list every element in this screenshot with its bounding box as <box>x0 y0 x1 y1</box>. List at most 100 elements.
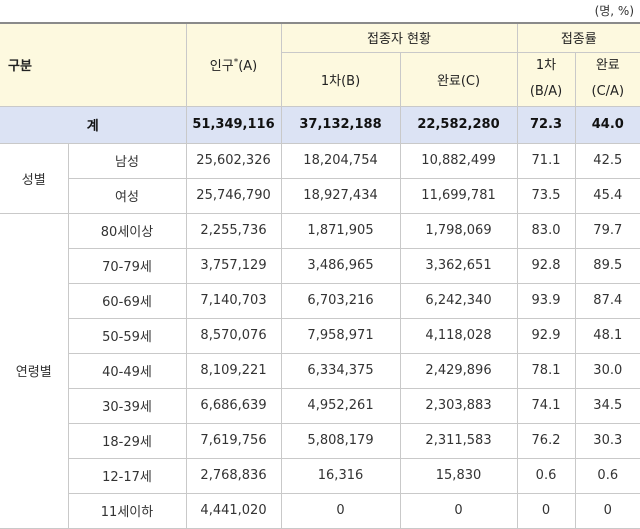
total-row: 계 51,349,116 37,132,188 22,582,280 72.3 44.0 <box>0 105 640 144</box>
group-label: 성별 <box>0 142 69 214</box>
cell-value: 2,303,883 <box>399 387 518 424</box>
cell-value: 7,619,756 <box>185 422 282 459</box>
cell-value: 3,757,129 <box>185 247 282 284</box>
header-first: 1차(B) <box>281 51 401 107</box>
cell-value: 18,204,754 <box>280 142 401 179</box>
data-row: 12-17세 2,768,836 16,316 15,830 0.6 0.6 <box>0 457 640 494</box>
cell-value: 92.8 <box>516 247 576 284</box>
cell-value: 8,570,076 <box>185 317 282 354</box>
total-label: 계 <box>0 105 187 144</box>
cell-value: 76.2 <box>516 422 576 459</box>
header-text: 1차 <box>535 58 557 73</box>
cell-value: 2,429,896 <box>399 352 518 389</box>
group-label: 연령별 <box>0 212 69 529</box>
total-value: 51,349,116 <box>185 105 282 144</box>
cell-value: 83.0 <box>516 212 576 249</box>
cell-value: 18,927,434 <box>280 177 401 214</box>
cell-value: 30.0 <box>574 352 640 389</box>
data-row: 18-29세 7,619,756 5,808,179 2,311,583 76.2 30.… <box>0 422 640 459</box>
header-rate-first: 1차 (B/A) <box>516 51 576 107</box>
cell-value: 4,952,261 <box>280 387 401 424</box>
cell-value: 48.1 <box>574 317 640 354</box>
cell-value: 0.6 <box>574 457 640 494</box>
row-label: 12-17세 <box>68 457 187 494</box>
cell-value: 89.5 <box>574 247 640 284</box>
header-complete: 완료(C) <box>399 51 518 107</box>
cell-value: 42.5 <box>574 142 640 179</box>
cell-value: 1,798,069 <box>399 212 518 249</box>
cell-value: 4,441,020 <box>185 492 282 529</box>
cell-value: 6,686,639 <box>185 387 282 424</box>
cell-value: 6,703,216 <box>280 282 401 319</box>
cell-value: 3,486,965 <box>280 247 401 284</box>
cell-value: 74.1 <box>516 387 576 424</box>
header-text: (B/A) <box>529 84 563 99</box>
cell-value: 87.4 <box>574 282 640 319</box>
total-value: 44.0 <box>574 105 640 144</box>
cell-value: 8,109,221 <box>185 352 282 389</box>
header-group: 구분 <box>0 22 187 107</box>
data-row: 60-69세 7,140,703 6,703,216 6,242,340 93.9 87.… <box>0 282 640 319</box>
cell-value: 4,118,028 <box>399 317 518 354</box>
cell-value: 6,242,340 <box>399 282 518 319</box>
cell-value: 5,808,179 <box>280 422 401 459</box>
row-label: 40-49세 <box>68 352 187 389</box>
cell-value: 2,768,836 <box>185 457 282 494</box>
header-rate-complete: 완료 (C/A) <box>574 51 640 107</box>
data-row: 성별 남성 25,602,326 18,204,754 10,882,499 71.1 42… <box>0 142 640 214</box>
cell-value: 79.7 <box>574 212 640 249</box>
row-label: 70-79세 <box>68 247 187 284</box>
row-label: 50-59세 <box>68 317 187 354</box>
header-text: 완료 <box>595 58 620 73</box>
row-label: 60-69세 <box>68 282 187 319</box>
data-row: 11세이하 4,441,020 0 0 0 0 <box>0 492 640 529</box>
data-row: 40-49세 8,109,221 6,334,375 2,429,896 78.1 30.… <box>0 352 640 389</box>
header-vaccinated: 접종자 현황 <box>280 22 518 53</box>
cell-value: 71.1 <box>516 142 576 179</box>
cell-value: 93.9 <box>516 282 576 319</box>
cell-value: 34.5 <box>574 387 640 424</box>
cell-value: 16,316 <box>280 457 401 494</box>
cell-value: 0 <box>574 492 640 529</box>
cell-value: 92.9 <box>516 317 576 354</box>
cell-value: 3,362,651 <box>399 247 518 284</box>
cell-value: 6,334,375 <box>280 352 401 389</box>
cell-value: 78.1 <box>516 352 576 389</box>
cell-value: 1,871,905 <box>280 212 401 249</box>
cell-value: 0 <box>280 492 401 529</box>
row-label: 11세이하 <box>68 492 187 529</box>
cell-value: 45.4 <box>574 177 640 214</box>
header-rate: 접종률 <box>516 22 640 53</box>
table-body: 계 51,349,116 37,132,188 22,582,280 72.3 44.0 성… <box>0 105 640 529</box>
row-label: 30-39세 <box>68 387 187 424</box>
cell-value: 0 <box>516 492 576 529</box>
row-label: 80세이상 <box>67 212 187 249</box>
cell-value: 25,602,326 <box>185 142 282 179</box>
cell-value: 30.3 <box>574 422 640 459</box>
header-population: 인구*(A) <box>185 22 282 107</box>
cell-value: 2,311,583 <box>399 422 518 459</box>
footnote-mark: * <box>233 57 239 68</box>
data-row: 연령별 80세이상 2,255,736 1,871,905 1,798,069 83.0 7… <box>0 212 640 529</box>
cell-value: 2,255,736 <box>185 212 282 249</box>
row-label: 여성 <box>68 177 187 214</box>
data-row: 50-59세 8,570,076 7,958,971 4,118,028 92.9 48.… <box>0 317 640 354</box>
header-text: (C/A) <box>591 84 625 99</box>
data-row: 70-79세 3,757,129 3,486,965 3,362,651 92.8 89.… <box>0 247 640 284</box>
total-value: 22,582,280 <box>399 105 518 144</box>
cell-value: 0 <box>399 492 518 529</box>
vaccination-table: 구분 인구*(A) 접종자 현황 접종률 1차(B) 완료(C) 1차 (B/A)… <box>0 22 640 529</box>
total-value: 72.3 <box>516 105 576 144</box>
row-label: 남성 <box>67 142 187 179</box>
cell-value: 73.5 <box>516 177 576 214</box>
cell-value: 15,830 <box>399 457 518 494</box>
data-row: 30-39세 6,686,639 4,952,261 2,303,883 74.1 34.… <box>0 387 640 424</box>
row-label: 18-29세 <box>68 422 187 459</box>
cell-value: 10,882,499 <box>399 142 518 179</box>
cell-value: 25,746,790 <box>185 177 282 214</box>
cell-value: 11,699,781 <box>399 177 518 214</box>
data-row: 여성 25,746,790 18,927,434 11,699,781 73.5 45.4 <box>0 177 640 214</box>
cell-value: 0.6 <box>516 457 576 494</box>
cell-value: 7,958,971 <box>280 317 401 354</box>
